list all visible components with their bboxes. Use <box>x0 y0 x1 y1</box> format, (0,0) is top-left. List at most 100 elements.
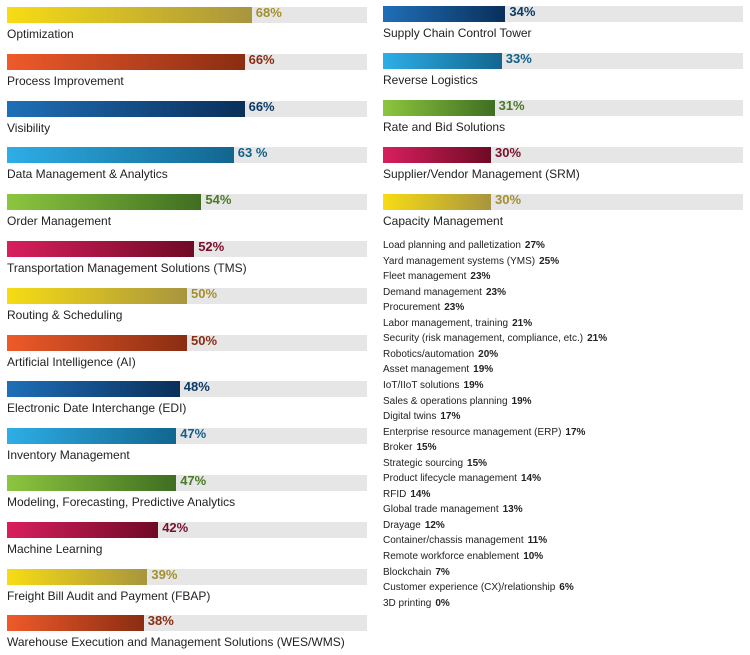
list-item-value: 12% <box>424 519 445 531</box>
list-item-value: 13% <box>502 504 523 516</box>
bar <box>383 53 502 69</box>
bar <box>7 147 234 164</box>
list-item-value: 6% <box>559 582 574 594</box>
list-item-label: Strategic sourcing <box>383 457 464 469</box>
list-item-value: 10% <box>523 551 544 562</box>
bar-category-label: Reverse Logistics <box>383 73 478 87</box>
list-item-value: 0% <box>435 597 450 609</box>
list-item-label: Security (risk management, compliance, e… <box>383 333 584 345</box>
bar-category-label: Supply Chain Control Tower <box>383 26 532 40</box>
bar-category-label: Artificial Intelligence (AI) <box>7 354 136 369</box>
bar-row: 68% Optimization <box>7 1 367 47</box>
list-item-label: Fleet management <box>383 271 467 283</box>
bar-row: 48% Electronic Date Interchange (EDI) <box>7 375 367 421</box>
bar-category-label: Warehouse Execution and Management Solut… <box>7 635 345 650</box>
list-item-label: Load planning and palletization <box>383 240 521 251</box>
bar-row: 38% Warehouse Execution and Management So… <box>7 609 367 655</box>
list-item-label: Customer experience (CX)/relationship <box>383 582 556 594</box>
list-item: Sales & operations planning 19% <box>383 395 532 409</box>
list-item: IoT/IIoT solutions 19% <box>383 379 484 393</box>
bar <box>383 194 491 210</box>
list-item-value: 27% <box>524 240 545 251</box>
list-item-label: 3D printing <box>383 597 432 609</box>
bar-row: 66% Process Improvement <box>7 48 367 94</box>
bar-value-label: 52% <box>198 239 225 254</box>
list-item-value: 15% <box>467 457 488 469</box>
list-item-value: 23% <box>444 302 465 314</box>
bar-row: 50% Routing & Scheduling <box>7 282 367 328</box>
list-item: 3D printing 0% <box>383 597 450 611</box>
list-item-value: 19% <box>511 395 532 407</box>
list-item-value: 23% <box>485 286 506 298</box>
bar-row: 31% Rate and Bid Solutions <box>383 94 743 140</box>
bar-value-label: 50% <box>191 332 218 348</box>
list-item: Remote workforce enablement 10% <box>383 550 543 564</box>
list-item-label: Product lifecycle management <box>383 473 517 485</box>
bar-category-label: Process Improvement <box>7 73 124 88</box>
bar-row: 52% Transportation Management Solutions (… <box>7 235 367 281</box>
list-item: Demand management 23% <box>383 286 506 300</box>
bar-row: 34% Supply Chain Control Tower <box>383 0 743 46</box>
list-item-value: 14% <box>410 488 431 500</box>
bar <box>7 194 202 211</box>
list-item-label: Demand management <box>383 286 482 298</box>
list-item: Robotics/automation 20% <box>383 348 498 362</box>
list-item-value: 15% <box>416 442 437 454</box>
bar-value-label: 63 % <box>237 145 268 161</box>
list-item-value: 25% <box>539 255 560 267</box>
list-item: Asset management 19% <box>383 363 493 377</box>
bar-category-label: Electronic Date Interchange (EDI) <box>7 401 187 416</box>
bar-row: 30% Supplier/Vendor Management (SRM) <box>383 141 743 187</box>
list-item-label: Broker <box>383 442 413 454</box>
bar <box>7 241 195 257</box>
list-item-label: RFID <box>383 488 407 500</box>
list-item: Security (risk management, compliance, e… <box>383 332 607 346</box>
bar <box>383 147 491 163</box>
bar-row: 33% Reverse Logistics <box>383 47 743 93</box>
list-item-value: 14% <box>520 473 541 485</box>
list-item-label: Drayage <box>383 519 421 531</box>
bar-value-label: 33% <box>505 51 532 66</box>
bar <box>7 568 148 585</box>
list-item: RFID 14% <box>383 488 430 502</box>
list-item: Customer experience (CX)/relationship 6% <box>383 581 574 595</box>
bar-row: 47% Inventory Management <box>7 422 367 468</box>
list-item: Load planning and palletization 27% <box>383 239 545 253</box>
bar-category-label: Modeling, Forecasting, Predictive Analyt… <box>7 495 236 509</box>
list-item: Broker 15% <box>383 441 436 455</box>
list-item-value: 19% <box>463 379 484 391</box>
bar <box>7 100 245 117</box>
list-item: Enterprise resource management (ERP) 17% <box>383 426 585 440</box>
bar-category-label: Machine Learning <box>7 541 103 556</box>
bar-value-label: 39% <box>151 566 178 582</box>
bar-category-label: Visibility <box>7 120 51 135</box>
bar <box>383 6 506 22</box>
bar <box>383 100 495 116</box>
bar-value-label: 50% <box>191 285 218 301</box>
bar <box>7 381 180 398</box>
list-item-label: Sales & operations planning <box>383 395 508 407</box>
bar-row: 47% Modeling, Forecasting, Predictive Ana… <box>7 469 367 515</box>
list-item-value: 21% <box>587 333 608 345</box>
bar-category-label: Capacity Management <box>383 214 504 228</box>
list-item-value: 23% <box>470 271 491 283</box>
bar-category-label: Transportation Management Solutions (TMS… <box>7 261 247 275</box>
bar-category-label: Routing & Scheduling <box>7 307 123 322</box>
list-item-value: 21% <box>512 317 533 329</box>
bar-value-label: 42% <box>162 519 189 535</box>
list-item-label: Yard management systems (YMS) <box>383 255 536 267</box>
bar-value-label: 66% <box>248 98 275 114</box>
list-item-label: Digital twins <box>383 411 437 423</box>
list-item-value: 11% <box>527 535 548 547</box>
list-item-value: 20% <box>478 348 499 360</box>
bar-value-label: 34% <box>509 4 536 19</box>
bar-value-label: 47% <box>180 426 207 442</box>
bar <box>7 428 177 445</box>
list-item: Procurement 23% <box>383 301 464 315</box>
bar-row: 66% Visibility <box>7 95 367 141</box>
list-item-label: Enterprise resource management (ERP) <box>383 426 562 438</box>
list-item-label: Labor management, training <box>383 317 509 329</box>
bar-category-label: Data Management & Analytics <box>7 167 168 182</box>
bar-value-label: 66% <box>248 51 275 67</box>
